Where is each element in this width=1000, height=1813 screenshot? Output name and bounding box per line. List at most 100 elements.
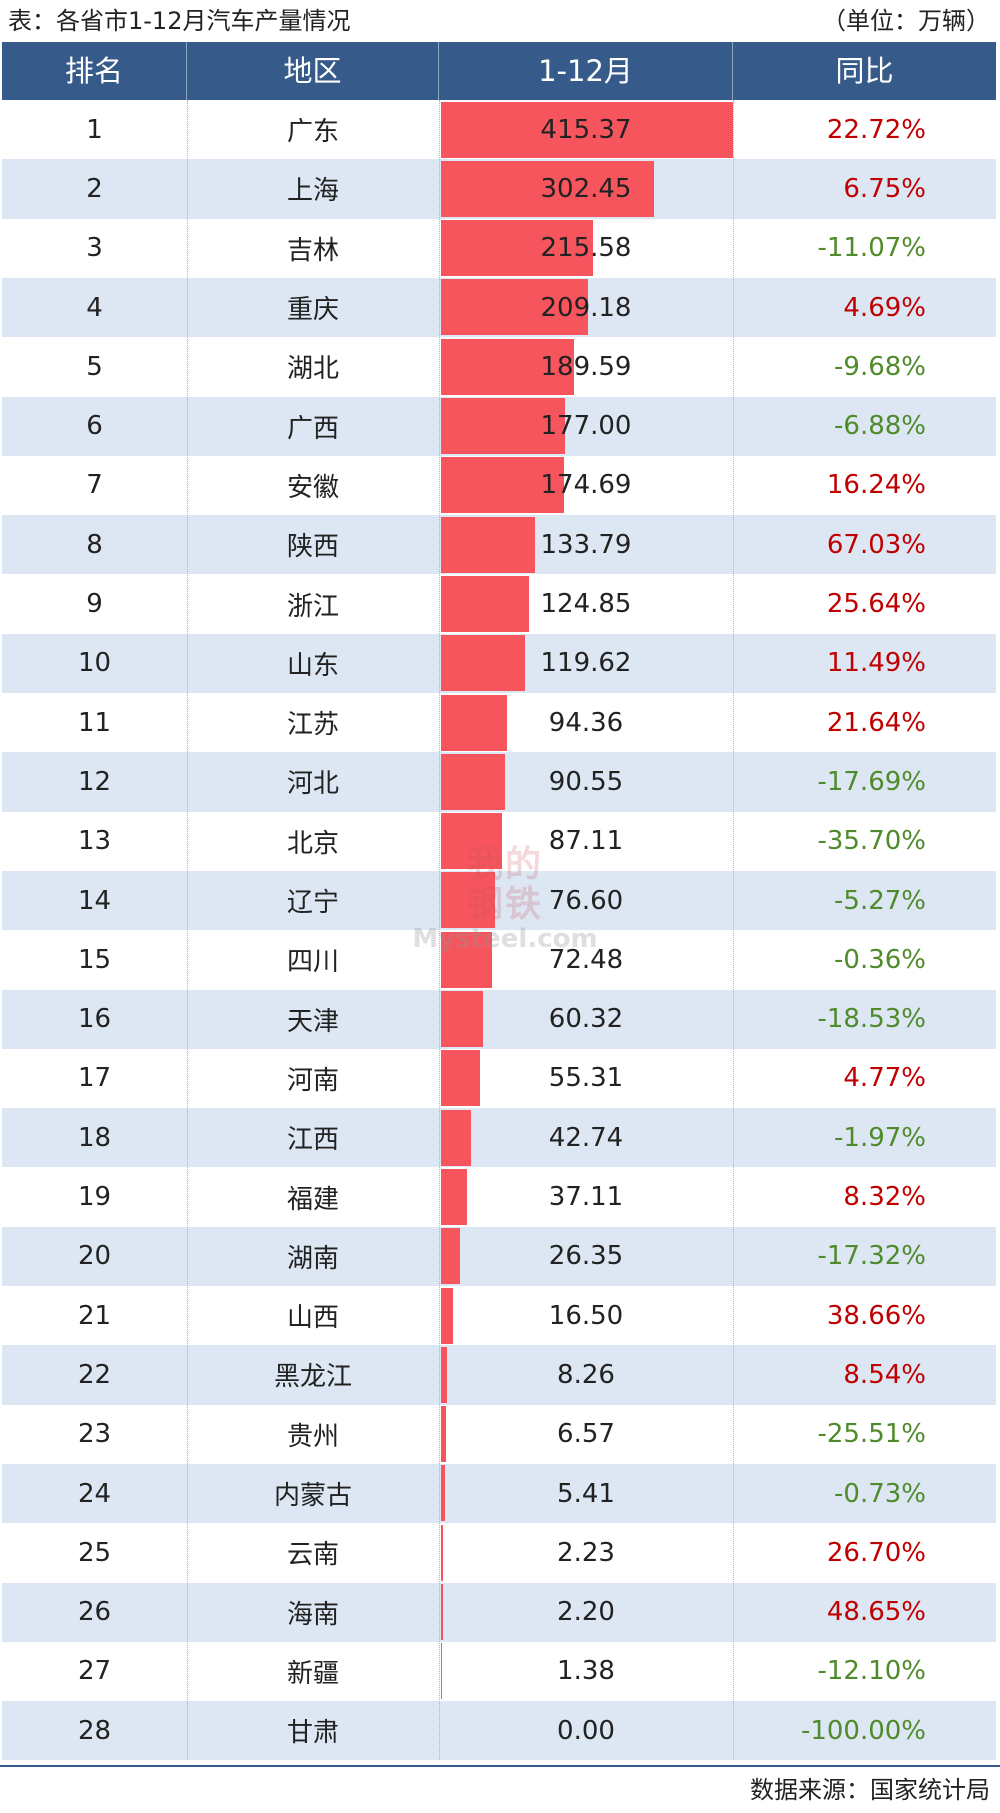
region-cell: 甘肃 (286, 1718, 339, 1749)
rank-cell: 11 (77, 707, 112, 738)
yoy-cell: -35.70% (817, 826, 926, 857)
table-row: 27 新疆 1.38 -12.10% (2, 1641, 996, 1702)
data-source: 数据来源：国家统计局 (750, 1776, 990, 1804)
table-row: 12 河北 90.55 -17.69% (2, 752, 996, 812)
table-row: 10 山东 119.62 11.49% (2, 633, 996, 693)
header-region: 地区 (187, 42, 439, 100)
region-cell: 山西 (286, 1303, 339, 1334)
yoy-cell: -1.97% (834, 1122, 926, 1153)
value-label: 177.00 (540, 411, 632, 442)
value-label: 37.11 (548, 1182, 624, 1213)
table-row: 16 天津 60.32 -18.53% (2, 989, 996, 1049)
yoy-cell: -5.27% (834, 885, 926, 916)
yoy-cell: 67.03% (826, 529, 926, 560)
table-row: 17 河南 55.31 4.77% (2, 1048, 996, 1109)
region-cell: 浙江 (286, 591, 339, 622)
value-cell: 124.85 (439, 574, 733, 633)
value-label: 42.74 (548, 1122, 624, 1153)
value-bar (441, 1406, 446, 1463)
table-row: 14 辽宁 76.60 -5.27% (2, 870, 996, 931)
yoy-cell: 4.77% (843, 1063, 926, 1094)
region-cell: 云南 (286, 1540, 339, 1571)
value-label: 55.31 (548, 1063, 624, 1094)
table-row: 5 湖北 189.59 -9.68% (2, 337, 996, 397)
column-divider (733, 100, 734, 1761)
value-bar (441, 220, 593, 277)
rank-cell: 19 (77, 1182, 112, 1213)
table-row: 20 湖南 26.35 -17.32% (2, 1226, 996, 1286)
table-row: 11 江苏 94.36 21.64% (2, 693, 996, 753)
region-cell: 四川 (286, 947, 339, 978)
table-row: 3 吉林 215.58 -11.07% (2, 218, 996, 278)
value-label: 302.45 (540, 173, 632, 204)
yoy-cell: -17.32% (817, 1241, 926, 1272)
value-cell: 87.11 (439, 812, 733, 871)
table-row: 26 海南 2.20 48.65% (2, 1582, 996, 1642)
rank-cell: 4 (86, 292, 103, 323)
value-bar (441, 1287, 453, 1344)
table-row: 7 安徽 174.69 16.24% (2, 455, 996, 516)
header-rank: 排名 (2, 42, 187, 100)
table-row: 6 广西 177.00 -6.88% (2, 396, 996, 456)
table-row: 21 山西 16.50 38.66% (2, 1286, 996, 1346)
value-bar (441, 931, 492, 988)
rank-cell: 10 (77, 648, 112, 679)
value-bar (441, 1228, 460, 1285)
table-row: 23 贵州 6.57 -25.51% (2, 1404, 996, 1464)
yoy-cell: -17.69% (817, 766, 926, 797)
value-label: 72.48 (548, 944, 624, 975)
value-label: 26.35 (548, 1241, 624, 1272)
yoy-cell: 22.72% (826, 114, 926, 145)
column-divider (439, 100, 440, 1761)
value-cell: 90.55 (439, 752, 733, 811)
rank-cell: 16 (77, 1004, 112, 1035)
rank-cell: 8 (86, 529, 103, 560)
rank-cell: 3 (86, 233, 103, 264)
footer: 数据来源：国家统计局 (0, 1765, 1000, 1813)
table-row: 2 上海 302.45 6.75% (2, 159, 996, 219)
value-label: 119.62 (540, 648, 632, 679)
table-row: 4 重庆 209.18 4.69% (2, 277, 996, 338)
value-bar (441, 398, 566, 454)
header-yoy: 同比 (835, 54, 894, 88)
value-label: 189.59 (540, 351, 632, 382)
rank-cell: 6 (86, 411, 103, 442)
value-cell: 174.69 (439, 456, 733, 515)
value-cell: 8.26 (439, 1345, 733, 1404)
yoy-cell: -25.51% (817, 1419, 926, 1450)
yoy-cell: -18.53% (817, 1004, 926, 1035)
value-label: 6.57 (557, 1419, 615, 1450)
value-label: 76.60 (548, 885, 624, 916)
region-cell: 黑龙江 (273, 1362, 352, 1393)
value-label: 87.11 (548, 826, 624, 857)
value-label: 133.79 (540, 529, 632, 560)
value-cell: 209.18 (439, 278, 733, 337)
value-bar (441, 1643, 442, 1700)
region-cell: 天津 (286, 1006, 339, 1037)
header-value: 1-12月 (439, 42, 733, 100)
value-bar (441, 457, 564, 514)
value-cell: 119.62 (439, 634, 733, 693)
region-cell: 新疆 (286, 1658, 339, 1689)
table-row: 28 甘肃 0.00 -100.00% (2, 1701, 996, 1761)
yoy-cell: -0.73% (834, 1478, 926, 1509)
region-cell: 江苏 (286, 710, 339, 741)
region-cell: 河南 (286, 1065, 339, 1096)
rank-cell: 12 (77, 766, 112, 797)
value-bar (441, 1109, 472, 1166)
value-bar (441, 991, 484, 1047)
rank-cell: 27 (77, 1656, 112, 1687)
value-bar (441, 872, 495, 929)
value-cell: 94.36 (439, 693, 733, 752)
value-label: 1.38 (557, 1656, 615, 1687)
unit-label: （单位：万辆） (822, 7, 990, 35)
value-cell: 5.41 (439, 1464, 733, 1523)
region-cell: 重庆 (286, 295, 339, 326)
region-cell: 陕西 (286, 532, 339, 563)
value-bar (441, 753, 505, 810)
value-bar (441, 160, 654, 217)
table-header: 排名 地区 1-12月 同比 (2, 42, 996, 100)
rank-cell: 20 (77, 1241, 112, 1272)
table-row: 15 四川 72.48 -0.36% (2, 930, 996, 990)
region-cell: 河北 (286, 769, 339, 800)
